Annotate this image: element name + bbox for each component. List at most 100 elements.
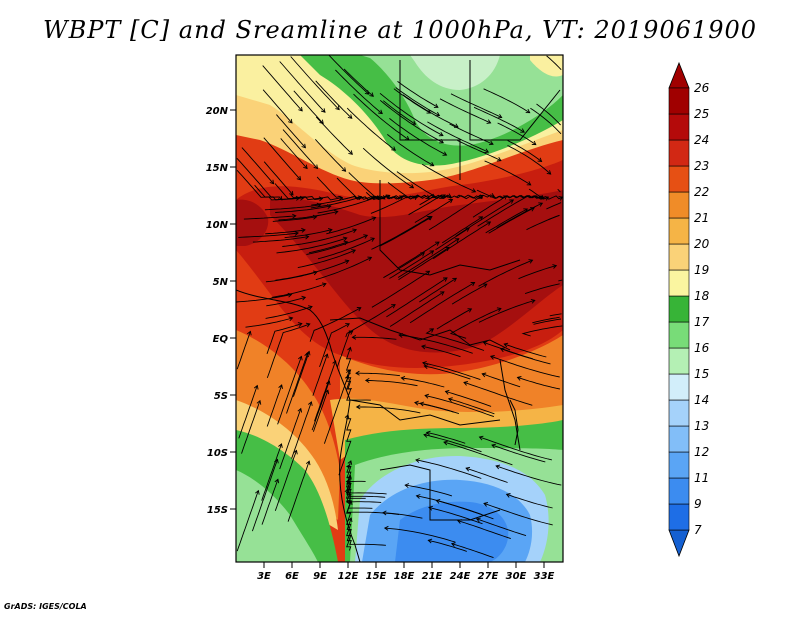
streamline: [384, 527, 456, 543]
streamline: [419, 277, 457, 303]
streamline: [277, 356, 302, 425]
streamline: [441, 216, 483, 244]
streamline-arrowhead: [450, 542, 456, 547]
streamline: [507, 145, 551, 175]
streamline: [290, 56, 340, 110]
border-line-3: [399, 60, 461, 180]
streamline-arrowhead: [421, 344, 426, 350]
streamline: [317, 237, 375, 260]
streamline: [346, 465, 366, 482]
streamline: [279, 61, 326, 113]
streamline: [451, 283, 488, 305]
streamline: [397, 81, 439, 108]
streamline: [426, 431, 466, 444]
streamline: [521, 325, 563, 337]
streamline: [310, 196, 362, 209]
lon-label-6e: 6E: [285, 571, 299, 582]
streamline-arrowhead: [409, 184, 415, 189]
streamline-arrowhead: [301, 227, 306, 233]
streamline: [306, 234, 368, 255]
streamline-arrowhead: [391, 146, 396, 151]
streamline-arrowhead: [298, 106, 303, 112]
streamline: [393, 88, 431, 114]
streamline-arrowhead: [423, 364, 429, 370]
streamline-arrowhead: [503, 342, 509, 348]
streamline: [356, 406, 421, 414]
streamline: [379, 92, 444, 136]
colorbar-segment: [668, 503, 690, 531]
streamline-arrowhead: [465, 227, 470, 232]
streamline-arrowhead: [312, 270, 318, 276]
colorbar-label: 13: [694, 419, 709, 433]
streamline-arrowhead: [347, 346, 352, 352]
streamline-arrowhead: [426, 109, 432, 114]
streamline: [243, 215, 296, 220]
streamline-arrowhead: [425, 270, 431, 275]
streamline-arrowhead: [348, 330, 354, 335]
streamline-arrowhead: [428, 505, 433, 511]
streamline: [451, 543, 494, 559]
streamline: [497, 122, 537, 145]
streamline-arrowhead: [305, 322, 311, 328]
streamline: [309, 307, 362, 342]
streamline: [421, 345, 461, 358]
streamline-arrowhead: [364, 378, 370, 383]
streamline-arrowhead: [378, 109, 383, 115]
streamline: [395, 87, 440, 116]
colorbar-bottom-arrow: [668, 529, 690, 558]
colorbar-label: 24: [694, 133, 709, 147]
streamline-arrowhead: [345, 323, 350, 328]
streamline: [278, 211, 338, 221]
streamline: [266, 323, 310, 379]
streamline-arrowhead: [305, 460, 311, 466]
streamline-arrowhead: [531, 140, 537, 146]
streamline: [476, 518, 527, 537]
streamline-arrowhead: [509, 199, 515, 204]
streamline: [379, 99, 444, 144]
coastline-west: [236, 289, 361, 562]
streamline: [352, 336, 397, 340]
streamline: [414, 402, 454, 413]
streamline: [293, 90, 324, 124]
streamline-arrowhead: [325, 380, 331, 386]
streamline: [336, 330, 353, 368]
lon-label-33e: 33E: [534, 571, 555, 582]
colorbar-segment: [668, 139, 690, 167]
streamline-arrowhead: [499, 347, 505, 353]
lat-label-15s: 15S: [207, 505, 228, 516]
streamline: [423, 434, 482, 453]
streamline: [266, 296, 306, 307]
streamline: [263, 161, 294, 196]
streamline-arrowhead: [321, 282, 327, 288]
streamline-arrowhead: [471, 188, 477, 193]
streamline: [492, 194, 549, 200]
colorbar-top-arrow: [668, 61, 690, 89]
streamline: [445, 390, 492, 407]
streamline-arrowhead: [442, 277, 448, 282]
field-north-pale-green: [410, 55, 500, 90]
streamline-arrowhead: [295, 195, 301, 201]
plot-frame: [235, 54, 564, 563]
colorbar-segment: [668, 243, 690, 271]
streamline: [425, 328, 485, 351]
streamline-arrowhead: [444, 246, 450, 252]
streamline: [457, 140, 502, 162]
streamline: [238, 232, 299, 238]
colorbar-label: 21: [694, 211, 709, 225]
lon-label-21e: 21E: [422, 571, 443, 582]
streamline: [463, 381, 533, 406]
streamline-arrowhead: [497, 113, 503, 119]
streamline-arrowhead: [356, 307, 362, 312]
streamline-arrowhead: [415, 494, 421, 499]
streamline: [276, 237, 347, 254]
streamline-arrowhead: [294, 230, 299, 236]
field-sw-light-green: [236, 470, 318, 562]
lon-label-15e: 15E: [366, 571, 387, 582]
streamline: [449, 307, 502, 339]
streamline-arrowhead: [486, 221, 492, 226]
streamline-arrowhead: [489, 355, 495, 360]
streamline-arrowhead: [525, 108, 531, 114]
streamline: [504, 343, 547, 358]
streamline: [236, 157, 283, 201]
lat-axis: 20N 15N 10N 5N EQ 5S 10S 15S: [206, 106, 236, 516]
